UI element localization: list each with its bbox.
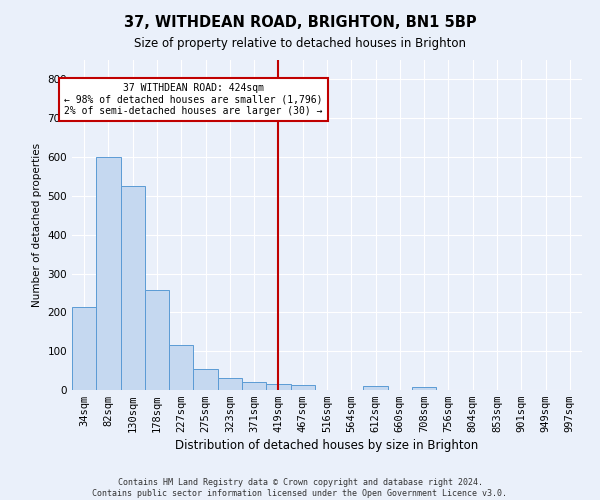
Text: 37, WITHDEAN ROAD, BRIGHTON, BN1 5BP: 37, WITHDEAN ROAD, BRIGHTON, BN1 5BP	[124, 15, 476, 30]
Bar	[193, 368, 218, 390]
Bar	[145, 290, 169, 390]
Bar	[242, 382, 266, 390]
Bar	[218, 378, 242, 390]
Bar	[266, 384, 290, 390]
Bar	[290, 386, 315, 390]
Text: Size of property relative to detached houses in Brighton: Size of property relative to detached ho…	[134, 38, 466, 51]
Bar	[121, 186, 145, 390]
Bar	[72, 306, 96, 390]
X-axis label: Distribution of detached houses by size in Brighton: Distribution of detached houses by size …	[175, 440, 479, 452]
Text: 37 WITHDEAN ROAD: 424sqm
← 98% of detached houses are smaller (1,796)
2% of semi: 37 WITHDEAN ROAD: 424sqm ← 98% of detach…	[64, 84, 323, 116]
Bar	[96, 157, 121, 390]
Text: Contains HM Land Registry data © Crown copyright and database right 2024.
Contai: Contains HM Land Registry data © Crown c…	[92, 478, 508, 498]
Bar	[412, 387, 436, 390]
Bar	[169, 344, 193, 390]
Y-axis label: Number of detached properties: Number of detached properties	[32, 143, 42, 307]
Bar	[364, 386, 388, 390]
